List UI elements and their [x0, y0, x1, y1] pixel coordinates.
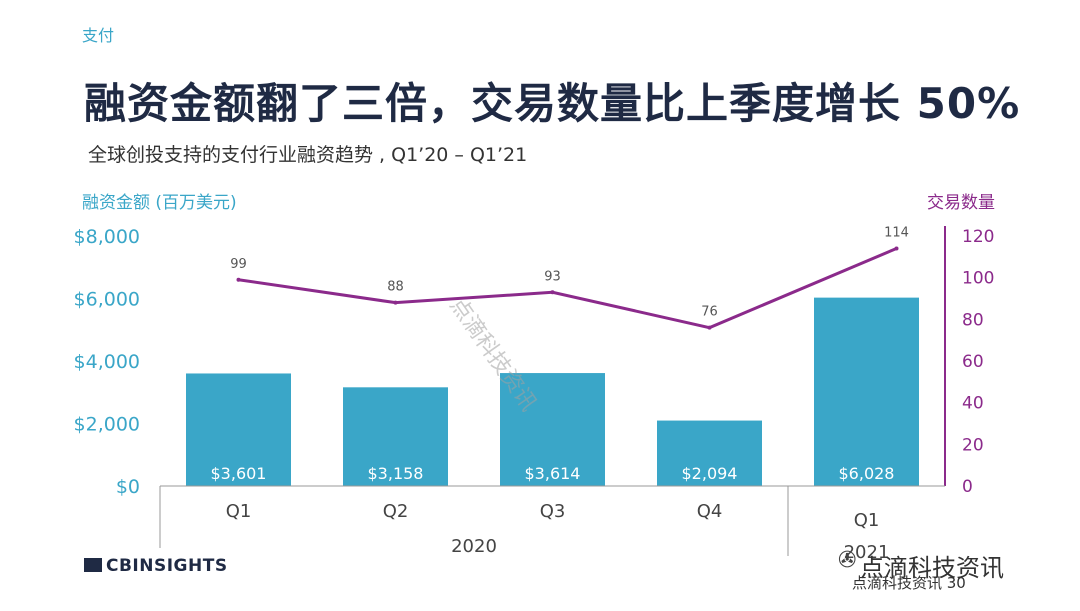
x-tick-label: Q2 [383, 501, 409, 522]
line-point [707, 325, 712, 330]
y-right-tick-label: 40 [962, 394, 984, 414]
x-tick-label: Q1 [854, 510, 880, 531]
y-right-tick-label: 20 [962, 435, 984, 455]
y-right-tick-label: 0 [962, 477, 973, 497]
y-left-tick-label: $4,000 [74, 351, 140, 373]
y-right-tick-label: 100 [962, 269, 994, 289]
bar [814, 297, 919, 486]
footer-page-text: 点滴科技资讯 30 [852, 574, 966, 592]
line-point [550, 290, 555, 295]
y-right-tick-label: 60 [962, 352, 984, 372]
y-left-tick-label: $2,000 [74, 414, 140, 436]
bar [186, 373, 291, 486]
line-value-label: 99 [230, 257, 247, 272]
bar [343, 387, 448, 486]
x-tick-label: Q1 [226, 501, 252, 522]
bar-value-label: $6,028 [839, 464, 895, 483]
x-tick-label: Q4 [697, 501, 723, 522]
line-series [238, 247, 898, 330]
section-tag: 支付 [82, 26, 115, 45]
bar-value-label: $3,614 [525, 464, 581, 483]
page-title: 融资金额翻了三倍，交易数量比上季度增长 50% [84, 79, 1021, 128]
line-point [894, 246, 899, 251]
cbinsights-logo: CBINSIGHTS [84, 556, 228, 576]
brand-text: CBINSIGHTS [106, 556, 228, 576]
line-value-label: 93 [544, 269, 561, 284]
line-point [236, 277, 241, 282]
x-group-label: 2020 [451, 536, 497, 557]
bar-value-label: $3,158 [368, 464, 424, 483]
bar-value-label: $2,094 [682, 464, 738, 483]
line-value-label: 88 [387, 280, 404, 295]
y-left-tick-label: $8,000 [74, 226, 140, 248]
y-right-tick-label: 80 [962, 310, 984, 330]
y-right-axis-label: 交易数量 [927, 193, 995, 213]
x-group-label: 2021 [844, 542, 890, 563]
line-point [393, 300, 398, 305]
wechat-icon: ✇ [838, 548, 857, 573]
y-left-tick-label: $6,000 [74, 289, 140, 311]
x-tick-label: Q3 [540, 501, 566, 522]
bar-value-label: $3,601 [211, 464, 267, 483]
watermark-text: 点滴科技资讯 [860, 554, 1004, 582]
y-left-tick-label: $0 [116, 476, 140, 498]
bar [500, 373, 605, 486]
bar [657, 420, 762, 486]
cb-logo-icon [84, 558, 102, 572]
line-value-label: 114 [884, 226, 909, 241]
page-subtitle: 全球创投支持的支付行业融资趋势 , Q1’20 – Q1’21 [88, 144, 528, 166]
y-right-tick-label: 120 [962, 227, 994, 247]
line-value-label: 76 [701, 305, 718, 320]
y-left-axis-label: 融资金额 (百万美元) [82, 193, 237, 213]
